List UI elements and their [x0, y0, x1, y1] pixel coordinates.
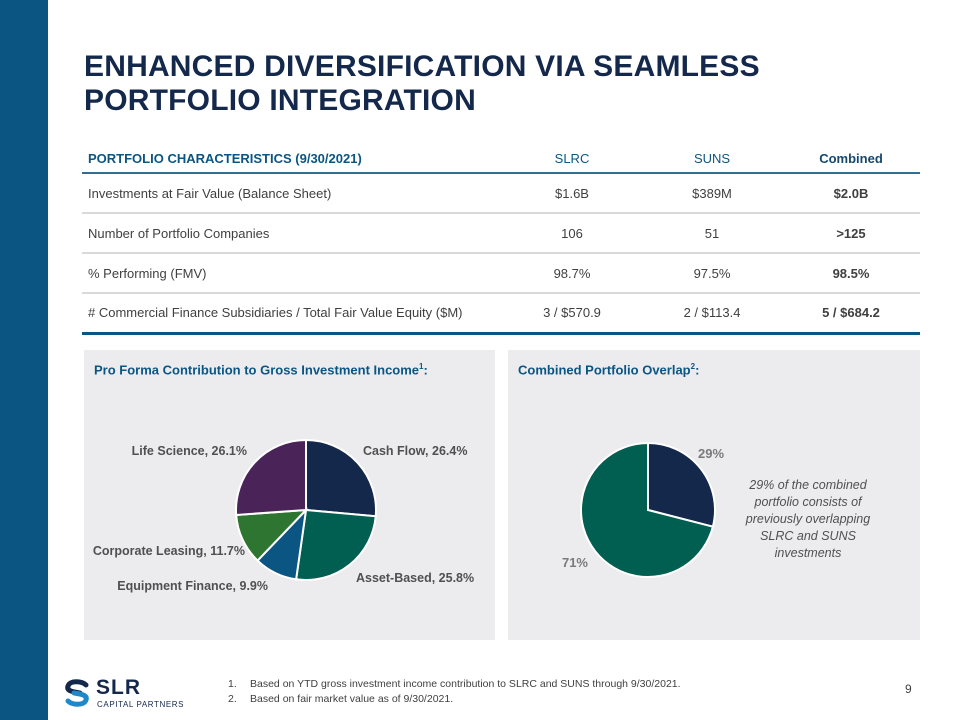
- suns-value: 51: [642, 213, 782, 254]
- pie-label-equipment-finance: Equipment Finance, 9.9%: [117, 579, 268, 593]
- page-title: ENHANCED DIVERSIFICATION VIA SEAMLESS PO…: [84, 50, 760, 117]
- page-number: 9: [905, 682, 912, 696]
- header-suns: SUNS: [642, 145, 782, 174]
- row-label: # Commercial Finance Subsidiaries / Tota…: [82, 293, 502, 335]
- footnote: 1. Based on YTD gross investment income …: [228, 677, 681, 692]
- row-label: Investments at Fair Value (Balance Sheet…: [82, 173, 502, 214]
- table-row: Number of Portfolio Companies 106 51 >12…: [82, 213, 920, 254]
- side-accent-bar: [0, 0, 48, 720]
- suns-value: 2 / $113.4: [642, 293, 782, 335]
- header-combined: Combined: [782, 145, 920, 174]
- slrc-value: 106: [502, 213, 642, 254]
- suns-value: $389M: [642, 173, 782, 214]
- pie-slice-cash-flow: [305, 438, 377, 518]
- pie-slice-life-science: [235, 438, 307, 517]
- slrc-value: $1.6B: [502, 173, 642, 214]
- footnote: 2. Based on fair market value as of 9/30…: [228, 692, 681, 707]
- pie-label-life-science: Life Science, 26.1%: [132, 444, 247, 458]
- table-row: Investments at Fair Value (Balance Sheet…: [82, 173, 920, 214]
- combined-value: >125: [782, 213, 920, 254]
- slrc-value: 3 / $570.9: [502, 293, 642, 335]
- row-label: Number of Portfolio Companies: [82, 213, 502, 254]
- pie-label-cash-flow: Cash Flow, 26.4%: [363, 444, 467, 458]
- combined-value: 5 / $684.2: [782, 293, 920, 335]
- footnote-text: Based on YTD gross investment income con…: [250, 678, 681, 690]
- overlap-note: 29% of the combined portfolio consists o…: [745, 478, 871, 560]
- portfolio-overlap-pie-chart: 29% 71%: [562, 441, 724, 578]
- pie-label-corporate-leasing: Corporate Leasing, 11.7%: [93, 544, 245, 558]
- portfolio-overlap-title-text: Combined Portfolio Overlap: [518, 362, 691, 378]
- logo-main-text: SLR: [96, 676, 141, 699]
- pie-label-overlapping: 29%: [698, 446, 724, 461]
- slrc-value: 98.7%: [502, 253, 642, 294]
- pie-label-asset-based: Asset-Based, 25.8%: [356, 571, 474, 585]
- table-row: # Commercial Finance Subsidiaries / Tota…: [82, 293, 920, 335]
- portfolio-characteristics-table: PORTFOLIO CHARACTERISTICS (9/30/2021) SL…: [82, 145, 920, 335]
- income-contribution-title: Pro Forma Contribution to Gross Investme…: [94, 362, 428, 377]
- row-label: % Performing (FMV): [82, 253, 502, 294]
- pie-slice-non-overlapping: [580, 441, 715, 578]
- income-contribution-pie-chart: Cash Flow, 26.4% Asset-Based, 25.8% Equipm…: [93, 438, 474, 593]
- slr-s-mark-icon: [65, 679, 89, 707]
- combined-value: $2.0B: [782, 173, 920, 214]
- pie-slice-overlapping: [647, 441, 716, 528]
- header-slrc: SLRC: [502, 145, 642, 174]
- title-colon: :: [695, 362, 700, 378]
- footnote-ref: 1: [419, 362, 424, 371]
- header-characteristic: PORTFOLIO CHARACTERISTICS (9/30/2021): [82, 145, 502, 174]
- table-header-row: PORTFOLIO CHARACTERISTICS (9/30/2021) SL…: [82, 145, 920, 174]
- logo-sub-text: CAPITAL PARTNERS: [97, 700, 185, 709]
- slr-logo: SLR CAPITAL PARTNERS: [62, 676, 222, 709]
- footnotes: 1. Based on YTD gross investment income …: [228, 677, 681, 707]
- title-colon: :: [423, 362, 428, 378]
- footnote-number: 1.: [228, 678, 237, 690]
- portfolio-overlap-title: Combined Portfolio Overlap2:: [518, 362, 699, 377]
- portfolio-overlap-panel: 29% 71% Combined Portfolio Overlap2: 29% …: [508, 350, 920, 640]
- pie-label-non-overlapping: 71%: [562, 555, 588, 570]
- footnote-text: Based on fair market value as of 9/30/20…: [250, 693, 454, 705]
- pie-slice-asset-based: [294, 508, 377, 581]
- suns-value: 97.5%: [642, 253, 782, 294]
- income-contribution-panel: Cash Flow, 26.4% Asset-Based, 25.8% Equipm…: [84, 350, 495, 640]
- footnote-ref: 2: [690, 362, 696, 371]
- combined-value: 98.5%: [782, 253, 920, 294]
- income-contribution-title-text: Pro Forma Contribution to Gross Investme…: [94, 362, 420, 378]
- table-row: % Performing (FMV) 98.7% 97.5% 98.5%: [82, 253, 920, 294]
- footnote-number: 2.: [228, 693, 237, 705]
